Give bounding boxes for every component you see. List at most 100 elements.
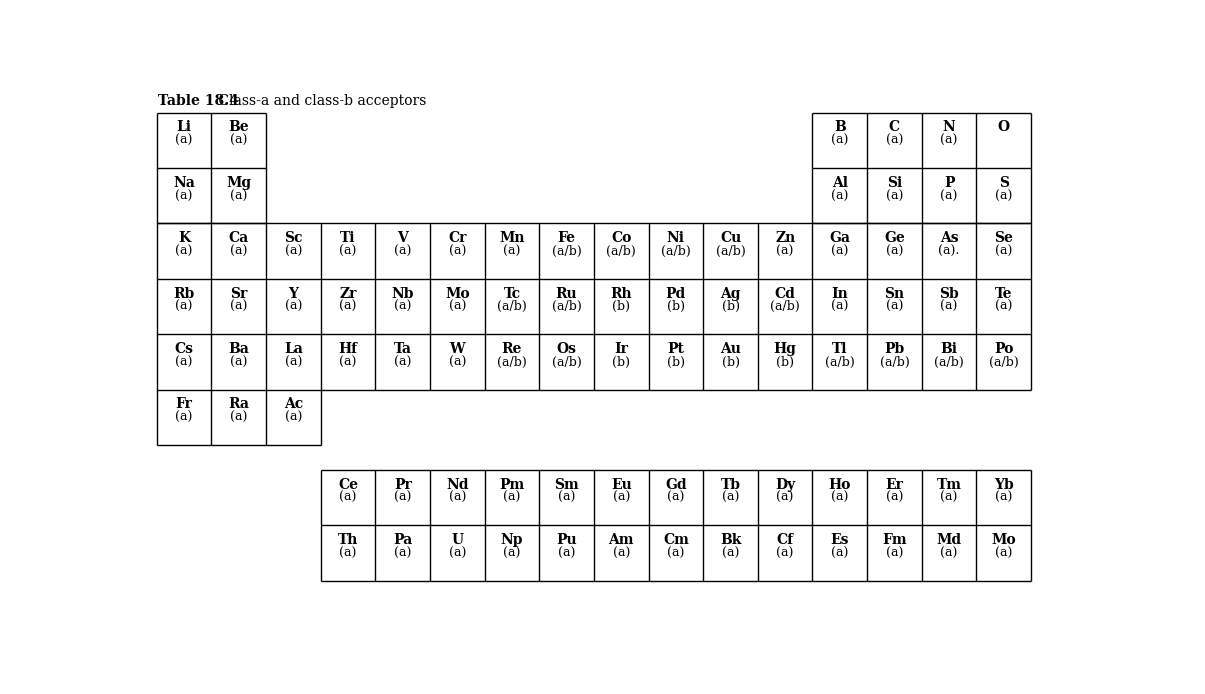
Text: (a): (a)	[504, 245, 521, 258]
Text: (a): (a)	[230, 412, 247, 424]
Text: B: B	[834, 120, 846, 134]
Text: Th: Th	[337, 533, 358, 547]
Text: (a): (a)	[230, 245, 247, 258]
Text: Cr: Cr	[448, 231, 466, 245]
Text: Yb: Yb	[994, 477, 1013, 491]
Text: (a): (a)	[940, 134, 958, 147]
Text: (b): (b)	[722, 356, 740, 369]
Text: (a): (a)	[831, 189, 848, 203]
Text: (a): (a)	[940, 491, 958, 505]
Text: Cm: Cm	[663, 533, 689, 547]
Text: (a): (a)	[995, 301, 1012, 314]
Text: (b): (b)	[666, 301, 684, 314]
Text: Pr: Pr	[394, 477, 412, 491]
Text: Al: Al	[831, 176, 848, 189]
Text: Gd: Gd	[665, 477, 687, 491]
Text: Rh: Rh	[611, 287, 633, 301]
Text: (a): (a)	[831, 301, 848, 314]
Text: Hg: Hg	[774, 342, 797, 356]
Text: (a): (a)	[886, 134, 903, 147]
Text: (a/b): (a/b)	[606, 245, 636, 258]
Text: Os: Os	[557, 342, 577, 356]
Text: (a): (a)	[340, 301, 357, 314]
Text: Ni: Ni	[666, 231, 684, 245]
Text: (a): (a)	[448, 547, 466, 560]
Text: (a): (a)	[284, 412, 302, 424]
Text: Ti: Ti	[340, 231, 355, 245]
Text: Mo: Mo	[445, 287, 470, 301]
Text: (a): (a)	[176, 134, 193, 147]
Text: (a): (a)	[995, 547, 1012, 560]
Text: (b): (b)	[612, 301, 630, 314]
Text: W: W	[449, 342, 465, 356]
Text: Er: Er	[886, 477, 904, 491]
Text: (a): (a)	[504, 547, 521, 560]
Text: (a): (a)	[448, 356, 466, 369]
Text: (a): (a)	[284, 245, 302, 258]
Text: Na: Na	[174, 176, 195, 189]
Text: Pm: Pm	[499, 477, 524, 491]
Text: (a/b): (a/b)	[552, 356, 582, 369]
Text: (a): (a)	[394, 491, 411, 505]
Text: V: V	[398, 231, 408, 245]
Text: P: P	[944, 176, 954, 189]
Text: (a): (a)	[995, 245, 1012, 258]
Text: Li: Li	[177, 120, 192, 134]
Text: Hf: Hf	[339, 342, 358, 356]
Text: Np: Np	[501, 533, 523, 547]
Text: (a): (a)	[886, 189, 903, 203]
Text: (a): (a)	[558, 491, 575, 505]
Text: (a): (a)	[776, 245, 794, 258]
Text: Cf: Cf	[776, 533, 794, 547]
Text: (a): (a)	[722, 547, 739, 560]
Text: (a/b): (a/b)	[716, 245, 746, 258]
Text: Cd: Cd	[775, 287, 795, 301]
Text: Tc: Tc	[504, 287, 521, 301]
Text: (a): (a)	[776, 547, 794, 560]
Text: Mn: Mn	[499, 231, 524, 245]
Text: Mg: Mg	[227, 176, 252, 189]
Text: (a): (a)	[284, 356, 302, 369]
Text: (a): (a)	[612, 491, 630, 505]
Text: Co: Co	[611, 231, 631, 245]
Text: (a): (a)	[558, 547, 575, 560]
Text: (a): (a)	[448, 491, 466, 505]
Text: Am: Am	[609, 533, 634, 547]
Text: Se: Se	[994, 231, 1013, 245]
Text: Po: Po	[994, 342, 1013, 356]
Text: (a): (a)	[340, 245, 357, 258]
Text: Tm: Tm	[936, 477, 962, 491]
Text: Sb: Sb	[939, 287, 959, 301]
Text: Zr: Zr	[340, 287, 357, 301]
Text: Cs: Cs	[175, 342, 194, 356]
Text: (b): (b)	[776, 356, 794, 369]
Text: (a): (a)	[176, 356, 193, 369]
Text: (a): (a)	[776, 491, 794, 505]
Text: Table 18.4: Table 18.4	[158, 94, 239, 108]
Text: (a): (a)	[504, 491, 521, 505]
Text: Tl: Tl	[831, 342, 847, 356]
Text: (a): (a)	[176, 189, 193, 203]
Text: (a): (a)	[230, 301, 247, 314]
Text: (a): (a)	[886, 547, 903, 560]
Text: (a): (a)	[995, 491, 1012, 505]
Text: (a/b): (a/b)	[989, 356, 1018, 369]
Text: (a): (a)	[230, 189, 247, 203]
Text: (a): (a)	[940, 547, 958, 560]
Text: (a/b): (a/b)	[498, 301, 527, 314]
Text: O: O	[998, 120, 1010, 134]
Text: (b): (b)	[722, 301, 740, 314]
Text: Es: Es	[830, 533, 850, 547]
Text: Be: Be	[229, 120, 249, 134]
Text: Fe: Fe	[558, 231, 576, 245]
Text: Class-a and class-b acceptors: Class-a and class-b acceptors	[214, 94, 427, 108]
Text: Si: Si	[887, 176, 903, 189]
Text: (a): (a)	[886, 491, 903, 505]
Text: Fm: Fm	[882, 533, 906, 547]
Text: Eu: Eu	[611, 477, 631, 491]
Text: Ag: Ag	[721, 287, 741, 301]
Text: (a): (a)	[722, 491, 739, 505]
Text: (a): (a)	[668, 547, 684, 560]
Text: As: As	[940, 231, 958, 245]
Text: Ga: Ga	[829, 231, 851, 245]
